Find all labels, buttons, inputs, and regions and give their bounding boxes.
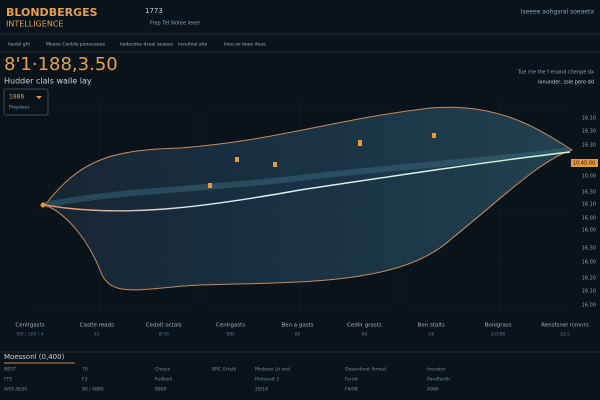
axis-label: 16.00 [582,260,596,266]
center-subtitle: Frep Tet Notee Ieeel [150,21,200,27]
tab[interactable]: Iaedsl ghl [8,42,30,48]
column-label: Rensfsnel rcmnrs [541,323,589,329]
tab[interactable]: Ineeitoel ahe [178,42,208,48]
axis-label: 16.10 [582,116,596,122]
forecast-cone [44,106,574,291]
column-label: Cedolt octals [146,323,182,329]
axis-label: 16.30 [582,143,596,149]
panel-cell: Protesoit 5 [255,377,279,383]
center-title: 1773 [145,7,163,15]
column-sub: 9/0 / 100 / 4 [16,332,44,338]
column-sub: 880 [226,332,235,338]
column-label: Bonlgrass [485,323,512,329]
axis-label: 16.00 [582,303,596,309]
panel-cell: 70 [82,367,88,373]
panel-cell: Pareflonth [427,377,450,383]
axis-label: 16.10 [582,289,596,295]
panel-cell: A980 [427,387,439,393]
panel-cell: 20/18 [255,387,268,393]
axis-label: 16.00 [582,228,596,234]
column-sub: A8 [428,332,434,338]
panel-cell: Ineestor [427,367,446,373]
column-sub: 2/0/86 [491,332,506,338]
panel-cell: 80 / 0880 [82,387,104,393]
tab[interactable]: Ineo ao boee deee [224,42,266,48]
price-caption: Hudder clals walle lay [4,77,92,86]
dropdown-caret [36,96,42,99]
axis-label: 16.30 [582,190,596,196]
panel-cell: Mrsbeto Lit end [255,367,290,373]
column-sub: 86 [295,332,301,338]
panel-cell: F4/08 [345,387,358,393]
note: Ixnunder, ssle pero dd [538,80,594,86]
panel-cell: BRC Grtstil [212,367,236,373]
column-label: Cedlir grasts [347,323,382,329]
axis-label: 16.00 [582,216,596,222]
brand: BLONDBERGES [6,6,98,19]
header-right: Iseeee aohgsral soeaeta [521,9,595,16]
tab[interactable]: Meaoe Contde peoaeoeea [46,42,105,48]
column-sub: 41 [94,332,100,338]
panel-title: Moessonl (0,400) [4,353,65,361]
markers [40,133,436,208]
column-label: Cenlrgasts [216,323,245,329]
panel-cell: NEST [4,367,16,373]
column-sub: 10.5 [560,332,570,338]
axis-highlight: 10.45.00 [573,161,595,167]
dropdown-value[interactable]: 1886 [9,94,24,101]
axis-label: 16.20 [582,276,596,282]
axis-label: 16.10 [582,202,596,208]
panel-cell: F3 [82,377,88,383]
panel-cell: FTS [4,377,12,383]
dropdown-label[interactable]: Propdees [9,105,30,111]
column-sub: 60 [362,332,368,338]
axis-label: 10.00 [582,174,596,180]
panel-cell: Doaaribent Ihrreal [345,367,386,373]
panel-cell: Fedlieill [155,377,172,383]
panel-cell: 8800 [155,387,167,393]
column-sub: 8/70 [159,332,169,338]
brand: INTELLIGENCE [6,20,63,29]
panel-cell: 9/09 /8/30 [4,387,27,393]
column-label: Ben a gasts [281,323,313,329]
axis-label: 16.30 [582,129,596,135]
band [44,147,571,208]
panel-cell: Chieco [155,367,170,373]
trend-line [44,151,571,212]
dropdown[interactable] [3,88,49,116]
column-label: Ben stalts [418,323,445,329]
price: 8'1·188,3.50 [4,54,118,75]
panel-cell: Farrid [345,377,358,383]
column-label: Castle reads [80,323,114,329]
tab[interactable]: Iaotesdeo dseel aeaeas [120,42,174,48]
note: Tue me the f enand chenpe dx [517,70,594,76]
column-label: Cenlrgasts [15,323,44,329]
axis-highlight-box [571,159,598,167]
axis-label: 16.30 [582,246,596,252]
